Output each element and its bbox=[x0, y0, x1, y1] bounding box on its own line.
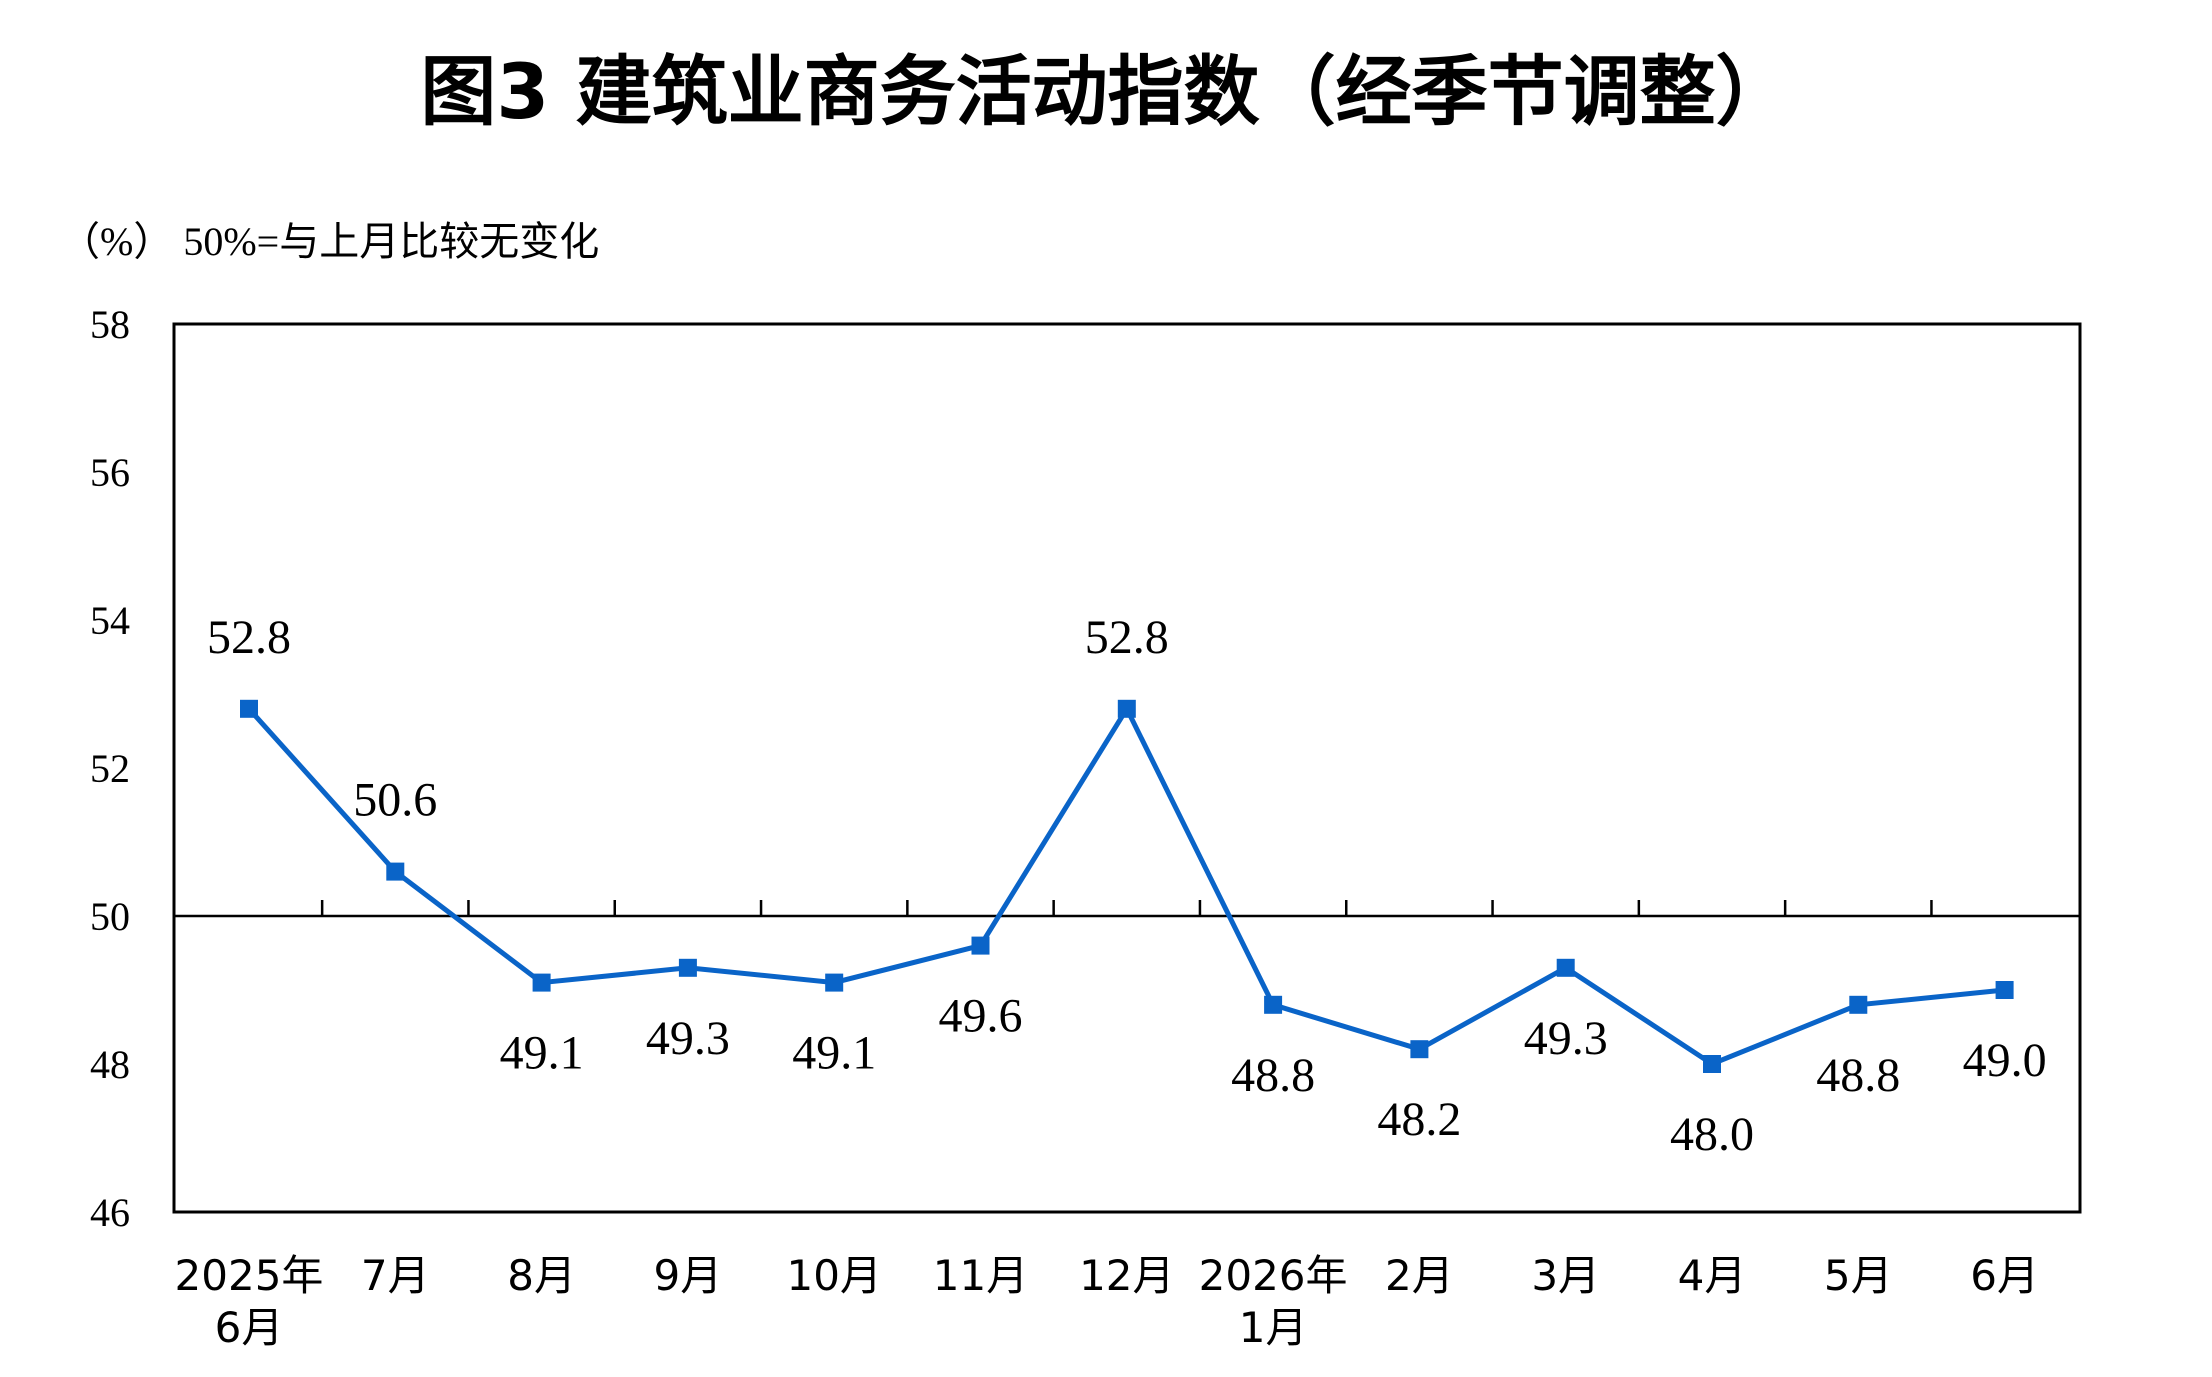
y-tick-label: 54 bbox=[90, 598, 130, 643]
data-point-marker bbox=[1995, 981, 2014, 999]
data-label: 48.8 bbox=[1231, 1049, 1315, 1102]
y-tick-label: 48 bbox=[90, 1042, 130, 1087]
data-label: 48.0 bbox=[1670, 1108, 1754, 1161]
data-point-marker bbox=[1410, 1040, 1429, 1059]
data-point-marker bbox=[1264, 995, 1283, 1014]
x-tick-label: 5月 bbox=[1824, 1251, 1893, 1300]
data-label: 49.0 bbox=[1963, 1034, 2047, 1087]
y-tick-label: 46 bbox=[90, 1190, 130, 1235]
y-tick-label: 58 bbox=[90, 302, 130, 347]
x-tick-label: 4月 bbox=[1678, 1251, 1747, 1300]
data-label: 52.8 bbox=[1085, 611, 1169, 664]
data-point-marker bbox=[1117, 699, 1136, 718]
x-tick-label: 2026年 bbox=[1199, 1251, 1348, 1300]
x-tick-label: 8月 bbox=[507, 1251, 576, 1300]
x-tick-label: 7月 bbox=[361, 1251, 430, 1300]
data-label: 49.1 bbox=[500, 1027, 584, 1080]
data-point-marker bbox=[386, 862, 405, 881]
chart-title: 图3 建筑业商务活动指数（经季节调整） bbox=[420, 47, 1791, 136]
x-tick-label: 6月 bbox=[215, 1303, 284, 1352]
data-point-marker bbox=[1703, 1055, 1721, 1073]
data-label: 49.3 bbox=[646, 1012, 730, 1065]
x-tick-label: 9月 bbox=[654, 1251, 723, 1300]
data-point-marker bbox=[971, 936, 990, 955]
x-tick-label: 10月 bbox=[786, 1251, 881, 1300]
unit-note: （%） 50%=与上月比较无变化 bbox=[60, 219, 599, 264]
x-tick-label: 12月 bbox=[1079, 1251, 1174, 1300]
x-tick-label: 2月 bbox=[1385, 1251, 1454, 1300]
x-tick-label: 3月 bbox=[1531, 1251, 1600, 1300]
data-point-marker bbox=[532, 973, 551, 992]
x-tick-label: 6月 bbox=[1970, 1251, 2039, 1300]
x-tick-label: 2025年 bbox=[175, 1251, 324, 1300]
data-labels: 52.8 50.6 49.1 49.3 49.1 49.6 52.8 48.8 48.2 49.3… bbox=[207, 611, 2047, 1161]
data-point-marker bbox=[678, 958, 697, 977]
data-label: 49.3 bbox=[1524, 1012, 1608, 1065]
y-tick-label: 52 bbox=[90, 746, 130, 791]
data-label: 48.2 bbox=[1377, 1093, 1461, 1146]
data-label: 49.1 bbox=[792, 1027, 876, 1080]
x-tick-label: 1月 bbox=[1239, 1303, 1308, 1352]
plot-frame bbox=[172, 322, 2082, 1214]
data-label: 49.6 bbox=[939, 990, 1023, 1043]
y-tick-label: 56 bbox=[90, 450, 130, 495]
data-point-marker bbox=[825, 973, 844, 992]
data-point-marker bbox=[240, 699, 258, 718]
x-tick-label: 11月 bbox=[933, 1251, 1028, 1300]
data-point-marker bbox=[1849, 995, 1868, 1014]
data-label: 50.6 bbox=[353, 774, 437, 827]
series-line bbox=[247, 703, 2005, 1067]
data-point-marker bbox=[1556, 958, 1575, 977]
y-tick-label: 50 bbox=[90, 894, 130, 939]
y-axis: 46 48 50 52 54 56 58 bbox=[90, 302, 130, 1235]
data-label: 52.8 bbox=[207, 611, 291, 664]
data-label: 48.8 bbox=[1816, 1049, 1900, 1102]
data-points bbox=[240, 699, 2014, 1073]
